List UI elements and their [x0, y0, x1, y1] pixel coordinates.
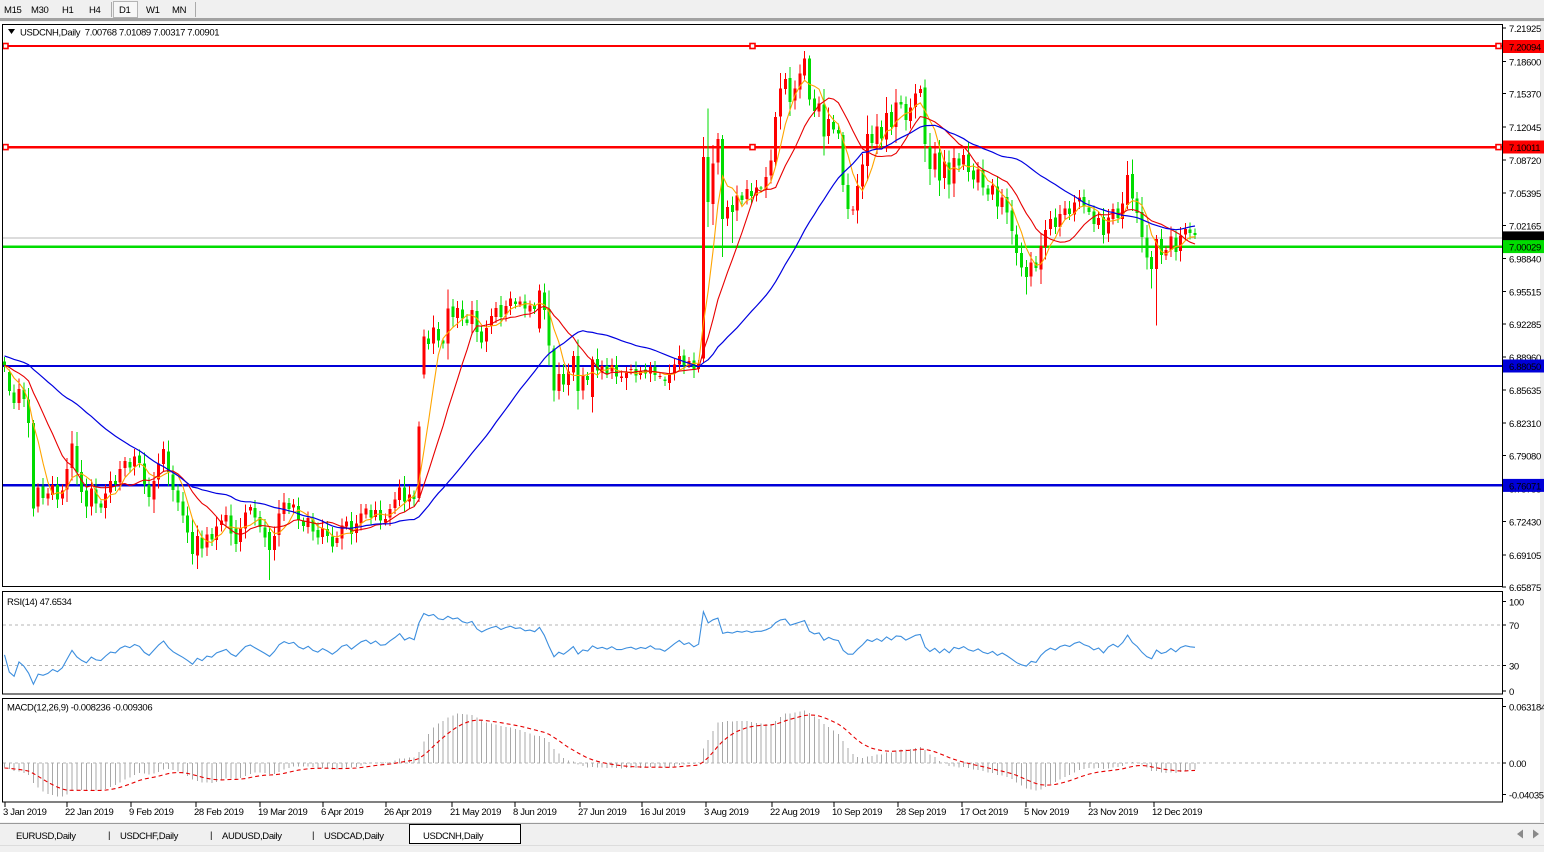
svg-text:6.95515: 6.95515 — [1509, 288, 1541, 299]
svg-text:6.92285: 6.92285 — [1509, 320, 1541, 331]
svg-text:9 Feb 2019: 9 Feb 2019 — [129, 807, 174, 818]
svg-text:6.85635: 6.85635 — [1509, 386, 1541, 397]
svg-text:MN: MN — [172, 5, 187, 16]
svg-text:10 Sep 2019: 10 Sep 2019 — [832, 807, 882, 818]
svg-text:6.72430: 6.72430 — [1509, 518, 1541, 529]
svg-text:6 Apr 2019: 6 Apr 2019 — [321, 807, 364, 818]
svg-text:6.88050: 6.88050 — [1509, 362, 1541, 373]
svg-text:7.12045: 7.12045 — [1509, 123, 1541, 134]
svg-text:6.88960: 6.88960 — [1509, 353, 1541, 364]
svg-text:16 Jul 2019: 16 Jul 2019 — [640, 807, 685, 818]
svg-text:6.69105: 6.69105 — [1509, 551, 1541, 562]
svg-text:0: 0 — [1509, 687, 1514, 698]
svg-text:EURUSD,Daily: EURUSD,Daily — [16, 831, 76, 842]
svg-text:12 Dec 2019: 12 Dec 2019 — [1152, 807, 1202, 818]
svg-text:7.00029: 7.00029 — [1509, 243, 1541, 254]
svg-text:W1: W1 — [146, 5, 160, 16]
svg-text:70: 70 — [1509, 621, 1519, 632]
svg-text:MACD(12,26,9) -0.008236 -0.009: MACD(12,26,9) -0.008236 -0.009306 — [7, 703, 152, 714]
svg-text:7.21925: 7.21925 — [1509, 24, 1541, 35]
svg-text:H4: H4 — [89, 5, 101, 16]
svg-text:|: | — [210, 830, 212, 841]
svg-text:5 Nov 2019: 5 Nov 2019 — [1024, 807, 1069, 818]
svg-text:USDCNH,Daily 7.00768 7.01089: USDCNH,Daily 7.00768 7.01089 7.00317 7.0… — [20, 28, 219, 39]
svg-text:USDCAD,Daily: USDCAD,Daily — [324, 831, 384, 842]
svg-text:7.18600: 7.18600 — [1509, 57, 1541, 68]
svg-text:6.98840: 6.98840 — [1509, 254, 1541, 265]
svg-text:0.00: 0.00 — [1509, 759, 1526, 770]
svg-text:7.00901: 7.00901 — [1509, 234, 1541, 245]
svg-text:-0.040355: -0.040355 — [1509, 791, 1544, 802]
svg-text:23 Nov 2019: 23 Nov 2019 — [1088, 807, 1138, 818]
svg-text:22 Aug 2019: 22 Aug 2019 — [770, 807, 820, 818]
svg-text:H1: H1 — [62, 5, 74, 16]
svg-text:6.82310: 6.82310 — [1509, 419, 1541, 430]
svg-text:USDCHF,Daily: USDCHF,Daily — [120, 831, 179, 842]
svg-text:6.76071: 6.76071 — [1509, 481, 1541, 492]
svg-text:D1: D1 — [119, 5, 131, 16]
svg-text:6.79080: 6.79080 — [1509, 451, 1541, 462]
svg-text:7.08720: 7.08720 — [1509, 156, 1541, 167]
svg-text:7.10011: 7.10011 — [1509, 143, 1540, 154]
svg-text:|: | — [108, 830, 110, 841]
svg-text:3 Jan 2019: 3 Jan 2019 — [3, 807, 47, 818]
svg-text:|: | — [312, 830, 314, 841]
svg-text:7.02165: 7.02165 — [1509, 221, 1541, 232]
svg-text:3 Aug 2019: 3 Aug 2019 — [704, 807, 749, 818]
svg-text:7.15370: 7.15370 — [1509, 90, 1541, 101]
svg-text:26 Apr 2019: 26 Apr 2019 — [384, 807, 431, 818]
svg-text:21 May 2019: 21 May 2019 — [450, 807, 501, 818]
svg-text:7.20094: 7.20094 — [1509, 43, 1541, 54]
svg-text:RSI(14) 47.6534: RSI(14) 47.6534 — [7, 597, 72, 608]
svg-text:6.65875: 6.65875 — [1509, 583, 1541, 594]
svg-text:28 Feb 2019: 28 Feb 2019 — [194, 807, 244, 818]
svg-text:22 Jan 2019: 22 Jan 2019 — [65, 807, 114, 818]
svg-text:19 Mar 2019: 19 Mar 2019 — [258, 807, 308, 818]
svg-text:0.063184: 0.063184 — [1509, 702, 1544, 713]
svg-text:M15: M15 — [4, 5, 21, 16]
svg-text:M30: M30 — [31, 5, 48, 16]
svg-text:100: 100 — [1509, 597, 1524, 608]
svg-text:28 Sep 2019: 28 Sep 2019 — [896, 807, 946, 818]
svg-text:8 Jun 2019: 8 Jun 2019 — [513, 807, 557, 818]
svg-text:30: 30 — [1509, 662, 1519, 673]
svg-text:27 Jun 2019: 27 Jun 2019 — [578, 807, 627, 818]
svg-text:USDCNH,Daily: USDCNH,Daily — [423, 831, 484, 842]
svg-text:AUDUSD,Daily: AUDUSD,Daily — [222, 831, 282, 842]
svg-text:7.05395: 7.05395 — [1509, 189, 1541, 200]
svg-text:17 Oct 2019: 17 Oct 2019 — [960, 807, 1008, 818]
